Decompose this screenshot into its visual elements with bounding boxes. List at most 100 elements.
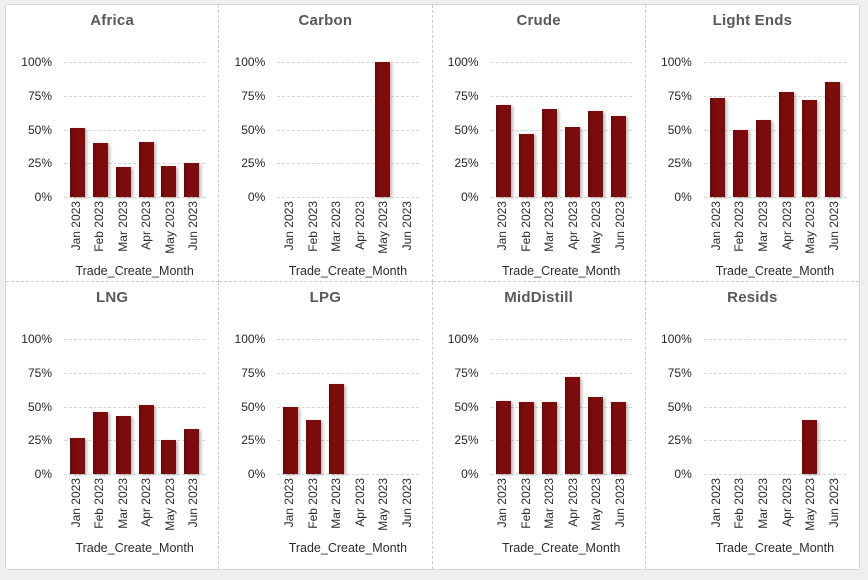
- bar[interactable]: [610, 402, 626, 474]
- x-tick-label: May 2023: [162, 478, 177, 531]
- bar[interactable]: [92, 143, 108, 197]
- y-tick-label: 75%: [241, 88, 266, 103]
- bar[interactable]: [542, 109, 558, 197]
- x-tick-cell: Jan 2023: [709, 201, 723, 255]
- y-tick-label: 75%: [241, 365, 266, 380]
- chart-panel-crude: Crude 100% 75% 50% 25% 0% Jan 2023 Feb 2023 Ma…: [432, 5, 646, 282]
- bar-cell: [821, 339, 844, 474]
- y-tick-label: 75%: [667, 88, 692, 103]
- bar[interactable]: [801, 420, 817, 474]
- bar[interactable]: [184, 429, 200, 474]
- bar[interactable]: [755, 120, 771, 197]
- x-tick-cell: Feb 2023: [92, 201, 106, 257]
- bar[interactable]: [69, 128, 85, 197]
- bar[interactable]: [115, 167, 131, 197]
- bar-cell: [515, 62, 538, 197]
- charts-grid: Africa 100% 75% 50% 25% 0% Jan 2023 Feb 2023 M…: [6, 5, 859, 569]
- bar[interactable]: [69, 437, 85, 474]
- bar-cell: [180, 62, 203, 197]
- plot-area: [703, 339, 846, 475]
- y-tick-label: 100%: [661, 55, 692, 69]
- x-tick-label: Mar 2023: [329, 201, 344, 252]
- x-tick-label: Jun 2023: [186, 478, 201, 528]
- bar-cell: [775, 62, 798, 197]
- x-tick-cell: Apr 2023: [353, 201, 367, 255]
- y-tick-label: 25%: [241, 433, 266, 448]
- plot-area: [490, 339, 632, 475]
- x-tick-cell: May 2023: [376, 201, 390, 259]
- bar[interactable]: [161, 440, 177, 474]
- bar[interactable]: [115, 415, 131, 474]
- bar[interactable]: [542, 402, 558, 474]
- gridline: [277, 197, 419, 198]
- bar-cell: [66, 339, 89, 474]
- x-tick-cell: Jan 2023: [709, 478, 723, 532]
- bar[interactable]: [709, 98, 725, 197]
- x-tick-cell: Mar 2023: [115, 478, 130, 534]
- bar[interactable]: [587, 110, 603, 197]
- x-tick-label: Jan 2023: [282, 478, 297, 528]
- bar[interactable]: [824, 82, 840, 197]
- bar-cell: [158, 62, 181, 197]
- y-tick-label: 50%: [241, 399, 266, 414]
- x-tick-label: Mar 2023: [115, 478, 130, 529]
- x-tick-cell: Feb 2023: [306, 478, 320, 534]
- x-tick-label: Jan 2023: [495, 201, 510, 251]
- x-tick-cell: Mar 2023: [329, 201, 344, 257]
- x-tick-label: Apr 2023: [565, 478, 580, 527]
- bar[interactable]: [92, 411, 108, 474]
- y-axis: 100% 75% 50% 25% 0%: [433, 55, 485, 204]
- bar-cell: [515, 339, 538, 474]
- bar[interactable]: [496, 105, 512, 197]
- bar-cell: [706, 62, 729, 197]
- bar-cell: [135, 62, 158, 197]
- bar-cell: [752, 339, 775, 474]
- bar[interactable]: [778, 91, 794, 197]
- bar[interactable]: [161, 165, 177, 197]
- y-tick-label: 0%: [247, 467, 266, 481]
- bar[interactable]: [138, 405, 154, 474]
- y-tick-label: 25%: [27, 156, 52, 171]
- gridline: [490, 474, 632, 475]
- bar[interactable]: [328, 383, 344, 474]
- x-tick-label: Apr 2023: [352, 478, 367, 527]
- y-tick-label: 100%: [21, 55, 52, 69]
- gridline: [490, 440, 632, 442]
- bar[interactable]: [184, 163, 200, 197]
- bar[interactable]: [519, 402, 535, 474]
- gridline: [277, 339, 419, 340]
- x-tick-cell: Apr 2023: [352, 478, 367, 532]
- y-tick-label: 50%: [454, 122, 479, 137]
- bar[interactable]: [496, 401, 512, 474]
- bar[interactable]: [519, 133, 535, 197]
- x-tick-cell: May 2023: [162, 478, 177, 536]
- bar[interactable]: [565, 126, 581, 197]
- bar[interactable]: [732, 129, 748, 197]
- x-tick-label: May 2023: [589, 201, 604, 254]
- x-tick-label: Jan 2023: [282, 201, 297, 251]
- plot-area: [277, 62, 419, 198]
- x-axis-tick-labels: Jan 2023 Feb 2023 Mar 2023 Apr 2023 May 2023…: [491, 478, 632, 542]
- bar[interactable]: [374, 62, 390, 197]
- y-tick-label: 0%: [461, 467, 479, 481]
- bar-cell: [279, 62, 302, 197]
- chart-title: Carbon: [298, 12, 353, 29]
- gridline: [490, 95, 632, 97]
- bars-container: [66, 62, 203, 197]
- bar[interactable]: [565, 376, 581, 474]
- bar-cell: [325, 339, 348, 474]
- x-tick-cell: Jun 2023: [827, 201, 841, 255]
- bar[interactable]: [587, 397, 603, 474]
- bar[interactable]: [306, 420, 322, 474]
- chart-title: LNG: [95, 289, 129, 306]
- bar[interactable]: [801, 99, 817, 197]
- bar[interactable]: [283, 406, 299, 474]
- bar[interactable]: [610, 116, 626, 197]
- gridline: [703, 163, 846, 165]
- bar-cell: [584, 339, 607, 474]
- bar-cell: [607, 62, 630, 197]
- x-tick-cell: Mar 2023: [329, 478, 343, 534]
- x-tick-label: Mar 2023: [756, 201, 771, 252]
- x-tick-cell: Apr 2023: [139, 201, 153, 255]
- bar[interactable]: [138, 141, 154, 197]
